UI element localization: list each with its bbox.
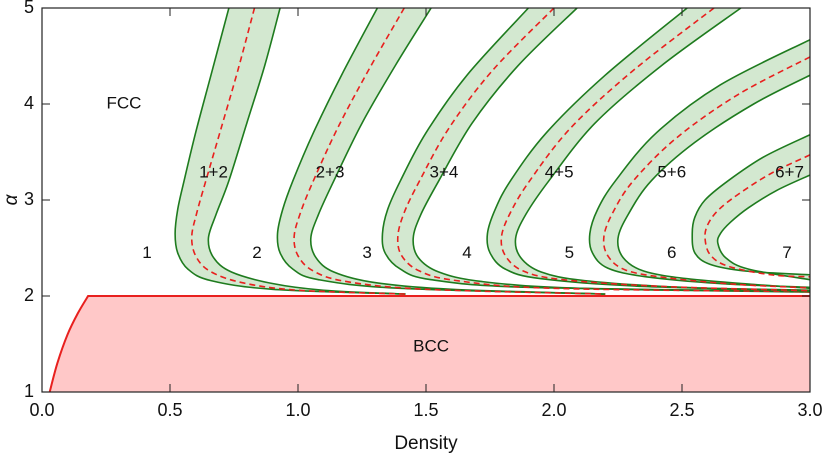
x-tick-label: 1.0 <box>285 400 310 420</box>
region-label: FCC <box>106 93 141 112</box>
plot-area <box>48 8 810 392</box>
bcc-boundary <box>48 295 810 392</box>
region-label: 6+7 <box>775 163 804 182</box>
x-tick-label: 3.0 <box>797 400 822 420</box>
region-label: 6 <box>667 243 676 262</box>
x-tick-label: 1.5 <box>413 400 438 420</box>
region-label: 2 <box>252 243 261 262</box>
y-axis-label: α <box>1 193 22 205</box>
phase-boundary <box>486 8 810 292</box>
coexistence-midline <box>500 8 810 292</box>
coexistence-band <box>277 8 606 295</box>
x-tick-label: 0.0 <box>29 400 54 420</box>
coexistence-midline <box>190 8 406 295</box>
region-label: 3 <box>362 243 371 262</box>
phase-boundary <box>716 174 810 281</box>
region-label: 2+3 <box>316 163 345 182</box>
region-label: 4 <box>462 243 471 262</box>
region-label: 1 <box>142 243 151 262</box>
phase-boundary <box>207 8 406 295</box>
x-tick-label: 2.0 <box>541 400 566 420</box>
coexistence-midline <box>602 56 810 289</box>
coexistence-band <box>175 8 406 295</box>
coexistence-band <box>692 134 810 280</box>
region-label: 1+2 <box>199 163 228 182</box>
y-tick-label: 4 <box>24 93 34 113</box>
coexistence-band <box>382 8 810 293</box>
phase-boundary <box>617 74 810 290</box>
phase-boundary <box>691 133 810 276</box>
x-tick-label: 0.5 <box>157 400 182 420</box>
region-label: 7 <box>782 243 791 262</box>
coexistence-midline <box>396 8 810 293</box>
region-label: BCC <box>413 336 449 355</box>
coexistence-band <box>589 39 810 289</box>
region-label: 3+4 <box>429 163 458 182</box>
y-tick-label: 2 <box>24 285 34 305</box>
phase-boundary <box>174 8 406 295</box>
x-axis-label: Density <box>394 433 458 454</box>
x-tick-label: 2.5 <box>669 400 694 420</box>
y-tick-label: 1 <box>24 381 34 401</box>
y-tick-label: 3 <box>24 189 34 209</box>
bcc-region <box>49 296 810 392</box>
phase-boundary <box>588 38 810 289</box>
region-label: 5 <box>565 243 574 262</box>
phase-boundary <box>309 8 606 295</box>
region-label: 5+6 <box>657 163 686 182</box>
y-tick-label: 5 <box>24 0 34 17</box>
phase-boundary <box>276 8 606 295</box>
coexistence-midline <box>704 154 810 278</box>
coexistence-midline <box>293 8 606 295</box>
region-label: 4+5 <box>545 163 574 182</box>
